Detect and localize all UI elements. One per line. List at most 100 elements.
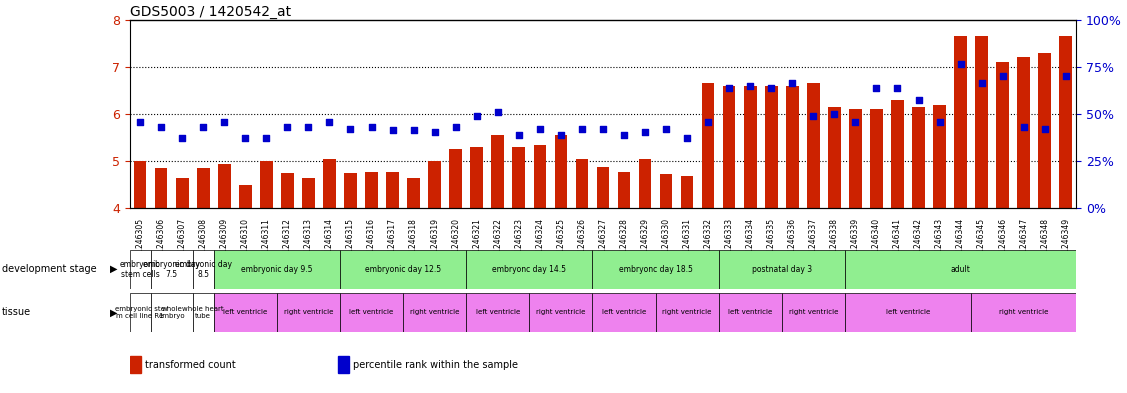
Point — [783, 80, 801, 86]
Text: left ventricle: left ventricle — [602, 309, 646, 316]
Point — [131, 119, 149, 126]
Point — [699, 119, 717, 126]
Bar — [151, 250, 193, 289]
Point — [237, 134, 255, 141]
Bar — [971, 293, 1076, 332]
Bar — [197, 168, 210, 208]
Bar — [193, 250, 214, 289]
Bar — [891, 100, 904, 208]
Text: embryonic day
8.5: embryonic day 8.5 — [175, 259, 232, 279]
Bar — [576, 159, 588, 208]
Bar — [639, 159, 651, 208]
Text: embryonic day
7.5: embryonic day 7.5 — [143, 259, 201, 279]
Text: left ventricle: left ventricle — [728, 309, 772, 316]
Bar — [277, 293, 340, 332]
Point — [1036, 126, 1054, 132]
Point — [363, 124, 381, 130]
Bar — [912, 107, 925, 208]
Text: development stage: development stage — [2, 264, 97, 274]
Point — [805, 113, 823, 119]
Bar — [218, 164, 231, 208]
Bar — [513, 147, 525, 208]
Bar — [260, 161, 273, 208]
Point — [888, 85, 906, 91]
Text: transformed count: transformed count — [144, 360, 236, 370]
Point — [720, 85, 738, 91]
Bar — [722, 86, 736, 208]
Bar — [656, 293, 719, 332]
Point — [931, 119, 949, 126]
Point — [1057, 73, 1075, 79]
Point — [552, 132, 570, 138]
Bar — [702, 83, 715, 208]
Bar — [1038, 53, 1051, 208]
Text: adult: adult — [951, 265, 970, 274]
Point — [1014, 124, 1032, 130]
Bar — [151, 293, 193, 332]
Bar — [467, 250, 593, 289]
Bar — [340, 293, 403, 332]
Bar — [996, 62, 1009, 208]
Bar — [719, 293, 782, 332]
Bar — [239, 185, 251, 208]
Bar — [1018, 57, 1030, 208]
Bar — [467, 293, 530, 332]
Bar — [323, 159, 336, 208]
Point — [489, 108, 507, 115]
Bar — [807, 83, 819, 208]
Text: embryonic day 9.5: embryonic day 9.5 — [241, 265, 312, 274]
Bar — [828, 107, 841, 208]
Bar — [955, 36, 967, 208]
Text: right ventricle: right ventricle — [536, 309, 586, 316]
Bar — [530, 293, 593, 332]
Text: embryonic
stem cells: embryonic stem cells — [119, 259, 160, 279]
Bar — [491, 135, 504, 208]
Bar — [134, 161, 147, 208]
Bar — [154, 168, 168, 208]
Point — [846, 119, 864, 126]
Text: embryonic day 12.5: embryonic day 12.5 — [365, 265, 441, 274]
Bar — [387, 171, 399, 208]
Text: embryonic ste
m cell line R1: embryonic ste m cell line R1 — [115, 306, 165, 319]
Bar — [933, 105, 946, 208]
Text: left ventricle: left ventricle — [223, 309, 267, 316]
Point — [573, 126, 591, 132]
Bar — [744, 86, 756, 208]
Point — [174, 134, 192, 141]
Point — [594, 126, 612, 132]
Point — [152, 124, 170, 130]
Point — [383, 127, 401, 134]
Text: right ventricle: right ventricle — [999, 309, 1048, 316]
Point — [973, 80, 991, 86]
Point — [468, 113, 486, 119]
Point — [825, 111, 843, 117]
Bar — [403, 293, 467, 332]
Text: right ventricle: right ventricle — [789, 309, 838, 316]
Point — [678, 134, 696, 141]
Bar — [593, 250, 719, 289]
Text: postnatal day 3: postnatal day 3 — [752, 265, 811, 274]
Bar — [340, 250, 467, 289]
Bar — [302, 178, 314, 208]
Text: percentile rank within the sample: percentile rank within the sample — [353, 360, 518, 370]
Point — [341, 126, 360, 132]
Point — [742, 83, 760, 89]
Text: left ventricle: left ventricle — [476, 309, 520, 316]
Bar — [428, 161, 441, 208]
Text: ▶: ▶ — [110, 307, 118, 318]
Bar — [214, 293, 277, 332]
Point — [300, 124, 318, 130]
Bar — [782, 293, 845, 332]
Point — [320, 119, 338, 126]
Point — [909, 97, 928, 103]
Bar — [130, 356, 141, 373]
Point — [426, 129, 444, 135]
Point — [278, 124, 296, 130]
Point — [446, 124, 464, 130]
Bar — [659, 174, 673, 208]
Bar — [596, 167, 610, 208]
Point — [194, 124, 212, 130]
Point — [994, 73, 1012, 79]
Point — [636, 129, 654, 135]
Text: whole
embryo: whole embryo — [159, 306, 185, 319]
